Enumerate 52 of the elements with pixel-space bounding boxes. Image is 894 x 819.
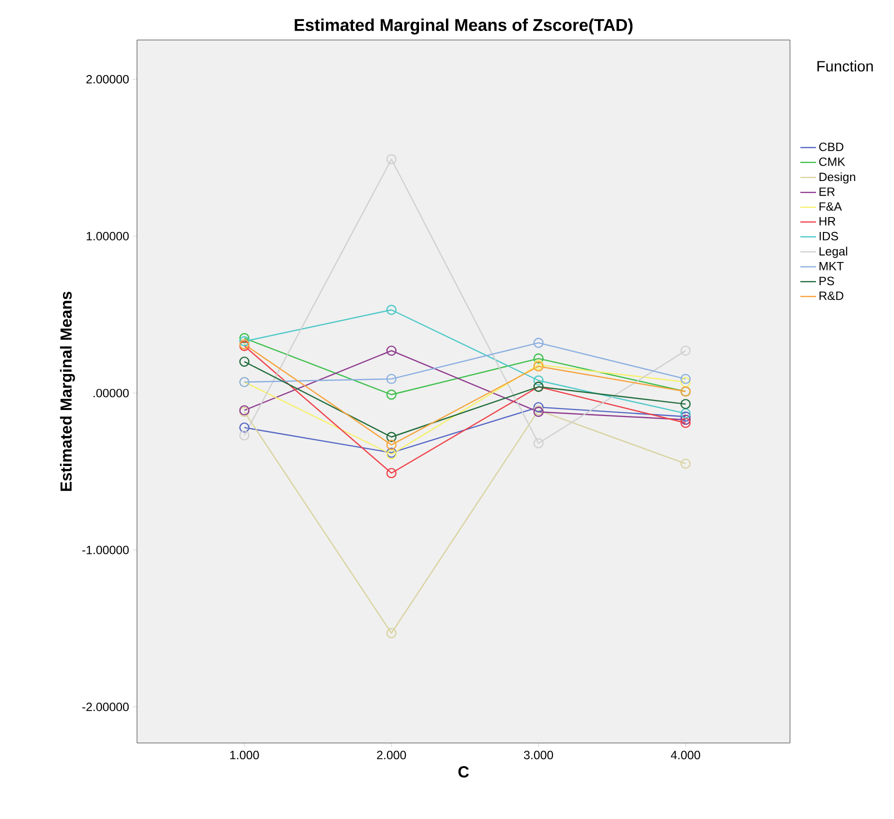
y-tick-label: .00000 [94, 388, 129, 398]
y-tick-label: -1.00000 [82, 546, 129, 554]
legend-label: IDS [820, 232, 838, 240]
point [680, 411, 691, 422]
point [386, 440, 397, 450]
y-axis-title: Estimated Marginal Means [60, 292, 75, 491]
point [680, 346, 691, 356]
y-tick-label: 1.00000 [86, 232, 129, 240]
point [533, 402, 544, 412]
legend-label: R&D [820, 292, 844, 300]
x-axis-title: C [458, 766, 469, 778]
point [239, 430, 250, 441]
x-tick-label: 4.000 [670, 750, 700, 760]
point [239, 422, 250, 433]
point [533, 438, 544, 448]
point [386, 468, 397, 478]
point [680, 376, 691, 388]
point [533, 338, 544, 348]
legend-label: MKT [820, 262, 844, 270]
legend-label: HR [820, 217, 836, 226]
legend-label: Design [820, 172, 856, 184]
x-tick-label: 1.000 [230, 750, 259, 760]
y-tick-label: 2.00000 [86, 74, 129, 84]
point [533, 375, 544, 386]
point [386, 346, 397, 356]
point [386, 628, 397, 638]
point [239, 336, 250, 346]
point [680, 408, 691, 419]
legend-label: CMK [819, 157, 846, 166]
chart-title: Estimated Marginal Means of Zscore(TAD) [294, 18, 633, 34]
point [680, 418, 691, 428]
y-tick-label: -2.00000 [82, 702, 129, 712]
point [680, 414, 691, 425]
point [386, 154, 397, 164]
point [239, 333, 250, 344]
point [680, 398, 691, 410]
legend-label: ER [820, 188, 835, 196]
legend-label: PS [820, 276, 834, 286]
x-tick-label: 3.000 [524, 750, 554, 760]
point [386, 374, 397, 384]
point [680, 374, 691, 384]
point [386, 390, 397, 400]
point [386, 304, 397, 315]
legend-title: Function [817, 60, 873, 72]
x-tick-label: 2.000 [377, 750, 406, 760]
point [680, 458, 691, 469]
point [386, 432, 397, 442]
legend-label: Legal [820, 246, 848, 258]
legend-label: F&A [820, 202, 842, 211]
point [239, 356, 250, 367]
legend-label: CBD [819, 142, 844, 152]
point [533, 353, 544, 364]
